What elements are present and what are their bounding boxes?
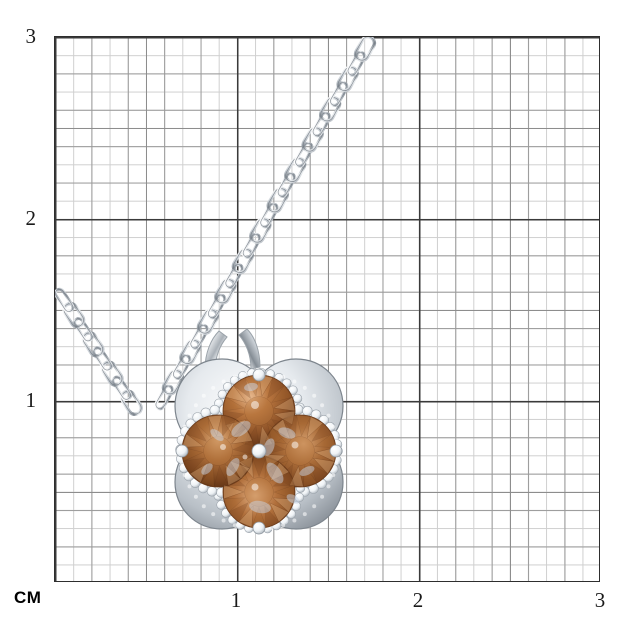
x-tick-3: 3 [594, 588, 606, 612]
measurement-grid [54, 36, 600, 582]
chain-right-branch [154, 37, 377, 411]
stone-facets [181, 374, 337, 528]
chain-left-branch [55, 287, 143, 416]
clover-pendant [174, 358, 344, 535]
y-tick-1: 1 [25, 388, 37, 412]
center-prongs [175, 368, 343, 535]
x-tick-2: 2 [412, 588, 424, 612]
y-tick-3: 3 [25, 24, 37, 48]
y-tick-2: 2 [25, 206, 37, 230]
jewelry-illustration [55, 37, 377, 535]
stone-scintillation [201, 382, 315, 514]
x-tick-1: 1 [230, 588, 242, 612]
unit-label: CM [14, 588, 42, 607]
